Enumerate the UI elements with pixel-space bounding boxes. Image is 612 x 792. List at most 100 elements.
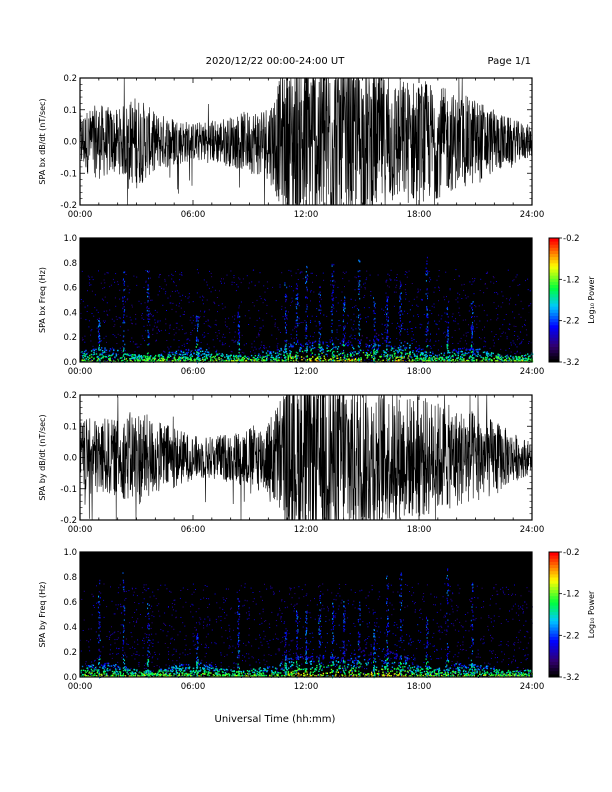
power-cell bbox=[459, 358, 461, 361]
power-cell bbox=[101, 340, 102, 342]
power-cell bbox=[176, 290, 178, 292]
power-cell bbox=[386, 313, 388, 315]
power-cell bbox=[484, 345, 486, 347]
power-cell bbox=[317, 357, 319, 359]
power-cell bbox=[388, 358, 390, 360]
power-cell bbox=[238, 348, 240, 351]
power-cell bbox=[299, 322, 301, 324]
power-cell bbox=[417, 291, 419, 293]
power-cell bbox=[357, 275, 359, 278]
power-cell bbox=[87, 305, 89, 307]
power-cell bbox=[364, 282, 366, 284]
power-cell bbox=[476, 665, 478, 668]
power-cell bbox=[211, 665, 213, 667]
power-cell bbox=[330, 284, 332, 286]
power-cell bbox=[99, 354, 101, 356]
power-cell bbox=[297, 356, 299, 358]
power-cell bbox=[312, 347, 314, 350]
power-cell bbox=[515, 357, 518, 359]
power-cell bbox=[205, 320, 207, 322]
power-cell bbox=[318, 340, 320, 342]
power-cell bbox=[167, 353, 169, 355]
power-cell bbox=[329, 350, 331, 352]
power-cell bbox=[176, 359, 179, 361]
power-cell bbox=[197, 362, 198, 364]
power-cell bbox=[141, 358, 144, 361]
power-cell bbox=[386, 299, 388, 301]
power-cell bbox=[192, 667, 195, 670]
power-cell bbox=[400, 351, 402, 354]
power-cell bbox=[508, 357, 510, 359]
power-cell bbox=[470, 345, 472, 347]
power-cell bbox=[92, 345, 94, 347]
power-cell bbox=[270, 351, 272, 353]
power-cell bbox=[448, 359, 451, 361]
power-cell bbox=[433, 356, 435, 358]
power-cell bbox=[352, 346, 354, 349]
power-cell bbox=[289, 355, 291, 357]
power-cell bbox=[259, 354, 261, 356]
power-cell bbox=[296, 297, 298, 299]
power-cell bbox=[470, 303, 472, 305]
power-cell bbox=[447, 342, 449, 344]
power-cell bbox=[470, 351, 472, 353]
power-cell bbox=[517, 294, 519, 296]
power-cell bbox=[471, 350, 473, 353]
power-cell bbox=[454, 279, 455, 280]
power-cell bbox=[502, 324, 504, 326]
power-cell bbox=[359, 280, 361, 282]
power-cell bbox=[99, 340, 101, 342]
power-cell bbox=[517, 284, 519, 286]
power-cell bbox=[144, 357, 147, 359]
power-cell bbox=[186, 339, 188, 341]
power-cell bbox=[429, 355, 431, 357]
power-cell bbox=[331, 263, 333, 266]
power-cell bbox=[188, 293, 190, 295]
power-cell bbox=[266, 356, 268, 358]
power-cell bbox=[193, 360, 196, 362]
power-cell bbox=[375, 344, 377, 346]
power-cell bbox=[297, 324, 299, 327]
power-cell bbox=[114, 281, 116, 283]
colorbar-step bbox=[549, 343, 559, 347]
power-cell bbox=[528, 341, 530, 342]
power-cell bbox=[464, 673, 467, 676]
power-cell bbox=[107, 360, 109, 361]
power-cell bbox=[89, 354, 91, 357]
power-cell bbox=[227, 355, 229, 357]
power-cell bbox=[425, 354, 427, 356]
power-cell bbox=[306, 279, 308, 281]
power-cell bbox=[486, 665, 489, 668]
power-cell bbox=[325, 353, 327, 356]
power-cell bbox=[178, 360, 180, 362]
power-cell bbox=[157, 354, 160, 356]
power-cell bbox=[203, 316, 205, 318]
power-cell bbox=[403, 356, 405, 358]
power-cell bbox=[426, 289, 428, 291]
power-cell bbox=[359, 275, 361, 277]
power-cell bbox=[82, 300, 84, 302]
power-cell bbox=[306, 360, 308, 362]
power-cell bbox=[227, 356, 229, 359]
power-cell bbox=[221, 360, 223, 362]
power-cell bbox=[306, 342, 308, 344]
power-cell bbox=[210, 272, 212, 274]
power-cell bbox=[290, 344, 292, 346]
power-cell bbox=[451, 671, 454, 673]
power-cell bbox=[166, 357, 169, 359]
power-cell bbox=[97, 359, 99, 362]
power-cell bbox=[466, 343, 468, 345]
power-cell bbox=[142, 356, 144, 358]
power-cell bbox=[310, 357, 312, 360]
power-cell bbox=[389, 278, 391, 280]
colorbar-step bbox=[549, 312, 559, 316]
power-cell bbox=[223, 668, 225, 671]
power-cell bbox=[517, 335, 519, 337]
power-cell bbox=[438, 328, 440, 330]
power-cell bbox=[406, 331, 408, 333]
power-cell bbox=[298, 343, 300, 345]
power-cell bbox=[99, 342, 101, 344]
power-cell bbox=[274, 667, 277, 669]
power-cell bbox=[140, 356, 143, 358]
power-cell bbox=[433, 670, 435, 673]
